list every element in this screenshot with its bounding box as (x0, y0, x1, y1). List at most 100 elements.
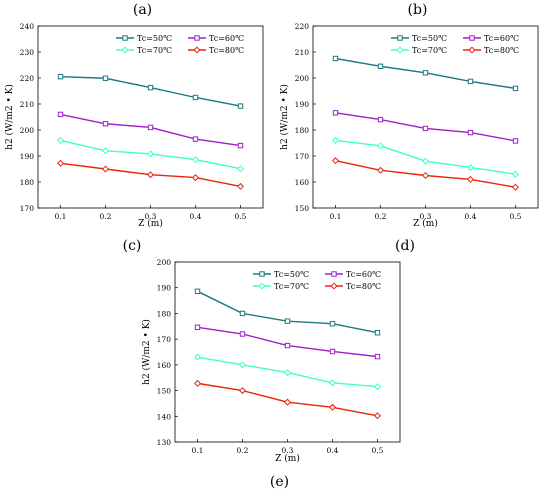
data-point-1-4 (237, 142, 244, 149)
chart-e-svg: (e) 130 140 150 160 170 180 190 200 0.1 0.2 0.3 0.4 0… (141, 258, 401, 490)
panel-label-c: (c) (122, 238, 142, 254)
data-point-1-2 (284, 342, 291, 349)
chart-b-svg: (b) 150 160 170 180 190 200 210 220 0.1 0.2 0.3 0.4 0… (279, 2, 539, 229)
legend-marker-2 (258, 282, 266, 290)
data-point-0-3 (467, 78, 474, 85)
legend-marker-3 (193, 46, 201, 54)
data-point-1-4 (512, 138, 519, 144)
data-point-3-0 (193, 379, 202, 387)
legend-marker-1 (194, 35, 200, 41)
data-point-0-0 (194, 288, 201, 295)
y-tick-label: 190 (157, 284, 172, 293)
legend-label-1: Tc=60℃ (209, 34, 244, 43)
panel-label: (e) (270, 474, 289, 490)
data-point-2-0 (193, 353, 202, 361)
data-point-3-3 (328, 403, 337, 411)
data-point-1-1 (102, 121, 109, 127)
y-tick-label: 160 (157, 361, 172, 370)
data-point-2-0 (331, 136, 340, 144)
y-tick-label: 220 (20, 74, 35, 83)
data-point-3-4 (511, 183, 520, 191)
legend-label-1: Tc=60℃ (484, 34, 519, 43)
chart-panel-b: (b) 150 160 170 180 190 200 210 220 0.1 0.2 0.3 0.4 0… (275, 0, 550, 240)
x-tick-label: 0.3 (282, 446, 294, 455)
chart-a-svg: (a) 170 180 190 200 210 220 230 240 0.1 0.2 0.3 0.4 0… (4, 2, 264, 229)
data-point-2-1 (376, 142, 385, 150)
chart-panel-a: (a) 170 180 190 200 210 220 230 240 0.1 0.2 0.3 0.4 0… (0, 0, 275, 240)
y-tick-label: 180 (20, 178, 35, 187)
series-line-1 (197, 326, 378, 358)
data-point-0-4 (512, 85, 519, 92)
data-point-3-2 (146, 171, 155, 179)
x-tick-label: 0.1 (192, 446, 204, 455)
legend-marker-2 (396, 46, 404, 54)
series-line-2 (335, 139, 516, 175)
data-point-2-0 (56, 136, 65, 144)
x-tick-label: 0.1 (330, 212, 342, 221)
legend-label-3: Tc=80℃ (484, 46, 519, 55)
data-point-3-0 (56, 159, 65, 167)
legend-label-3: Tc=80℃ (209, 46, 244, 55)
legend-marker-2 (121, 46, 129, 54)
y-tick-label: 230 (20, 48, 35, 57)
data-point-3-1 (376, 166, 385, 174)
legend-label-1: Tc=60℃ (346, 270, 381, 279)
data-point-1-0 (332, 110, 339, 116)
data-point-0-1 (102, 75, 109, 81)
chart-panel-e: (e) 130 140 150 160 170 180 190 200 0.1 0.2 0.3 0.4 0… (137, 250, 412, 491)
y-tick-label: 180 (295, 126, 310, 135)
data-point-0-2 (284, 318, 291, 324)
y-tick-label: 170 (20, 204, 35, 213)
data-point-3-4 (236, 182, 245, 190)
data-point-3-1 (238, 387, 247, 395)
data-point-0-2 (422, 70, 429, 76)
x-axis-label: Z (m) (138, 218, 163, 229)
data-point-2-4 (373, 383, 382, 391)
series-line-0 (60, 76, 241, 107)
y-axis-label: h2 (W/m2 • K) (279, 84, 290, 150)
x-tick-label: 0.2 (100, 212, 112, 221)
y-tick-label: 210 (295, 48, 310, 57)
x-tick-label: 0.5 (235, 212, 247, 221)
data-point-2-4 (511, 170, 520, 178)
y-tick-label: 130 (157, 438, 172, 447)
data-point-2-4 (236, 165, 245, 173)
x-tick-label: 0.2 (375, 212, 387, 221)
legend-label-0: Tc=50℃ (137, 34, 172, 43)
data-point-2-2 (146, 150, 155, 158)
y-tick-label: 160 (295, 178, 310, 187)
data-point-0-4 (237, 103, 244, 109)
x-tick-label: 0.5 (372, 446, 384, 455)
data-point-3-2 (283, 398, 292, 406)
data-point-3-3 (466, 175, 475, 183)
data-point-1-1 (377, 116, 384, 123)
legend-marker-1 (331, 271, 337, 277)
data-point-2-3 (328, 379, 337, 387)
data-point-2-2 (283, 369, 292, 377)
x-tick-label: 0.4 (465, 212, 477, 221)
data-point-1-2 (147, 124, 154, 131)
data-point-1-0 (57, 111, 64, 118)
y-tick-label: 170 (295, 152, 310, 161)
data-point-2-3 (466, 163, 475, 171)
data-point-1-3 (192, 136, 199, 142)
data-point-1-2 (422, 125, 429, 132)
y-tick-label: 190 (20, 152, 35, 161)
data-point-0-0 (57, 74, 64, 80)
panel-label-d: (d) (395, 238, 415, 254)
legend-label-0: Tc=50℃ (412, 34, 447, 43)
y-tick-label: 200 (295, 74, 310, 83)
panel-label: (a) (133, 2, 152, 18)
data-point-1-3 (329, 348, 336, 355)
y-axis-label: h2 (W/m2 • K) (4, 84, 15, 150)
y-axis-label: h2 (W/m2 • K) (141, 319, 152, 385)
data-point-3-2 (421, 171, 430, 180)
y-tick-label: 240 (20, 22, 35, 31)
data-point-2-1 (101, 147, 110, 155)
y-tick-label: 200 (20, 126, 35, 135)
y-tick-label: 150 (157, 387, 172, 396)
panel-label: (b) (408, 2, 428, 18)
data-point-0-3 (192, 94, 199, 101)
x-tick-label: 0.4 (190, 212, 202, 221)
data-point-1-4 (374, 353, 381, 360)
